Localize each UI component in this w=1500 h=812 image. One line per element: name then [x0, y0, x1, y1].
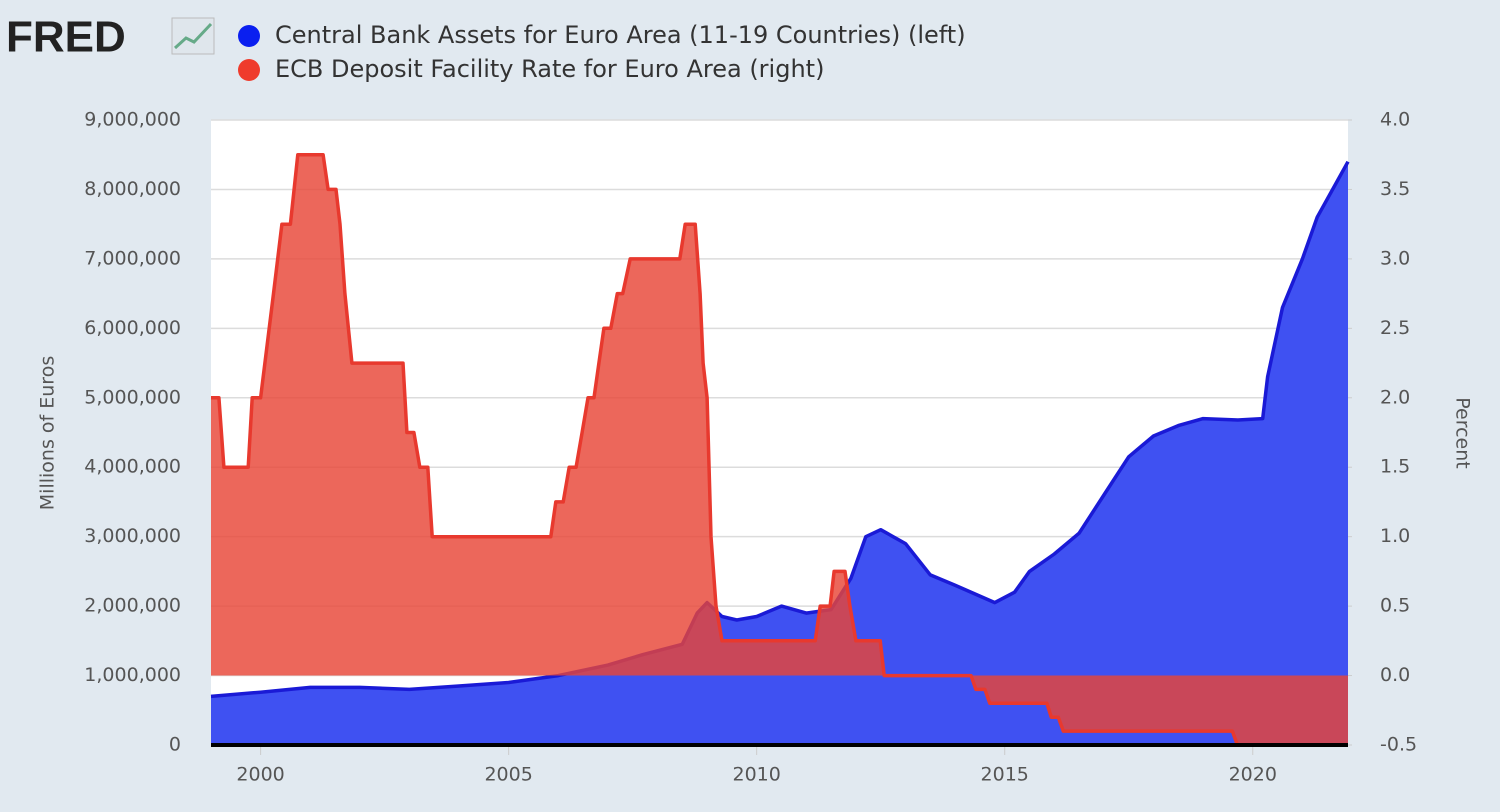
- y-tick-label: 6,000,000: [84, 317, 181, 339]
- y-tick-label: 0: [169, 734, 181, 756]
- y-tick-label: 9,000,000: [84, 109, 181, 131]
- y-tick-label: 5,000,000: [84, 386, 181, 408]
- y2-tick-label: -0.5: [1380, 734, 1417, 756]
- y2-tick-label: 3.0: [1380, 247, 1410, 269]
- legend-label: ECB Deposit Facility Rate for Euro Area …: [275, 55, 824, 83]
- y2-tick-label: 2.5: [1380, 317, 1410, 339]
- y2-tick-label: 0.0: [1380, 664, 1410, 686]
- y-tick-label: 2,000,000: [84, 595, 181, 617]
- x-tick-label: 2000: [236, 764, 284, 786]
- y2-axis-title: Percent: [1452, 397, 1474, 469]
- legend-label: Central Bank Assets for Euro Area (11-19…: [275, 21, 966, 49]
- y-tick-label: 1,000,000: [84, 664, 181, 686]
- logo-icon: [171, 17, 215, 55]
- legend-marker: [238, 25, 260, 47]
- x-tick-label: 2020: [1229, 764, 1277, 786]
- logo: FRED: [6, 13, 126, 62]
- area-fill: [211, 154, 1348, 745]
- line: [210, 160, 1350, 699]
- y2-tick-label: 1.5: [1380, 456, 1410, 478]
- y2-tick-label: 2.0: [1380, 386, 1410, 408]
- y2-tick-label: 1.0: [1380, 525, 1410, 547]
- y2-tick-label: 4.0: [1380, 109, 1410, 131]
- y2-tick-label: 0.5: [1380, 595, 1410, 617]
- y-axis-title: Millions of Euros: [37, 356, 59, 510]
- x-tick-label: 2005: [484, 764, 532, 786]
- x-tick-label: 2010: [733, 764, 781, 786]
- y-tick-label: 3,000,000: [84, 525, 181, 547]
- x-tick-label: 2015: [981, 764, 1029, 786]
- area-fill: [211, 161, 1348, 745]
- y2-tick-label: 3.5: [1380, 178, 1410, 200]
- y-tick-label: 7,000,000: [84, 247, 181, 269]
- y-tick-label: 4,000,000: [84, 456, 181, 478]
- line: [211, 152, 1348, 747]
- legend-marker: [238, 59, 260, 81]
- y-tick-label: 8,000,000: [84, 178, 181, 200]
